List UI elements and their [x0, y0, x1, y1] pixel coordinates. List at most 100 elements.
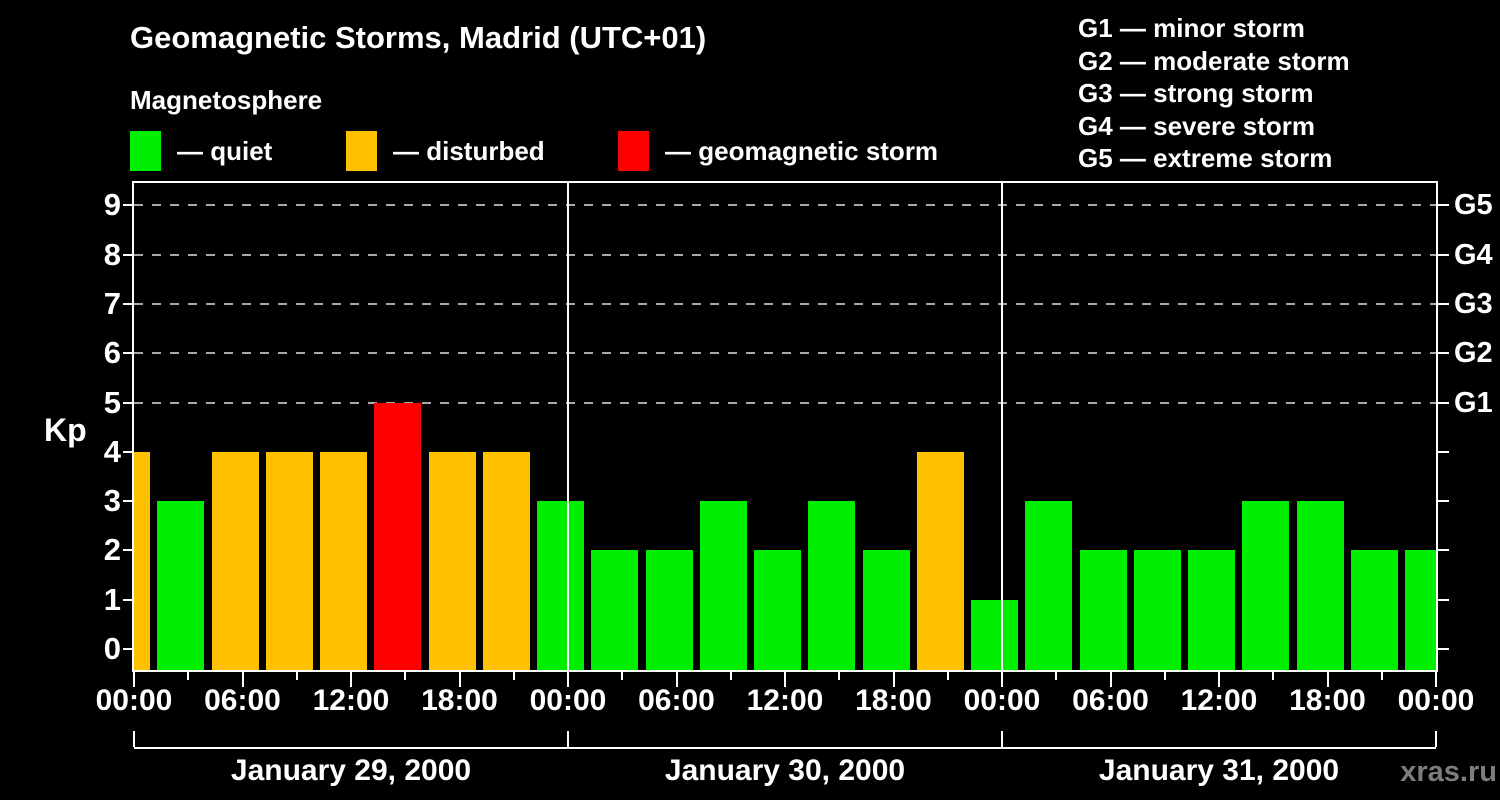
x-axis-time-label: 12:00: [746, 684, 824, 717]
y-axis-tick-right: [1438, 500, 1449, 503]
kp-bar: [428, 451, 476, 670]
g-legend-line-2: G2 — moderate storm: [1078, 45, 1350, 76]
y-axis-tick-right: [1438, 352, 1449, 355]
day-bracket-tick: [567, 731, 569, 747]
x-axis-tick: [729, 672, 732, 680]
y-axis-tick-right: [1438, 648, 1449, 650]
y-axis-label: 1: [103, 581, 121, 617]
x-axis-tick: [295, 672, 298, 680]
y-axis-label: 4: [103, 433, 121, 469]
y-axis-label: 2: [103, 532, 121, 568]
y-axis-tick-left: [123, 204, 134, 207]
g-legend-line-4: G4 — severe storm: [1078, 110, 1316, 141]
x-axis-time-label: 12:00: [312, 684, 390, 717]
kp-bar: [157, 501, 205, 670]
x-axis-tick: [1109, 672, 1112, 687]
y-axis-tick-left: [123, 500, 134, 503]
y-axis-label: 8: [103, 236, 121, 272]
y-axis-tick-left: [123, 450, 134, 453]
g-scale-label-g2: G2: [1454, 337, 1493, 370]
kp-bar: [320, 451, 367, 670]
kp-bar: [591, 550, 639, 670]
g-legend-line-3: G3 — strong storm: [1078, 78, 1314, 108]
gridline-kp-7: [134, 302, 1436, 305]
x-axis-time-label: 18:00: [421, 684, 498, 717]
x-axis-tick: [675, 672, 678, 687]
y-axis-label: 7: [103, 285, 121, 321]
day-label: January 30, 2000: [664, 754, 906, 787]
kp-bar: [916, 451, 964, 670]
kp-bar: [645, 550, 693, 670]
kp-bar: [134, 451, 150, 670]
y-axis-tick-left: [123, 598, 134, 601]
plot-area: [132, 181, 1438, 672]
x-axis-tick: [784, 672, 786, 687]
x-axis-tick: [1380, 672, 1383, 680]
g-scale-label-g3: G3: [1454, 287, 1493, 320]
x-axis-tick: [1001, 672, 1003, 687]
y-axis-tick-right: [1438, 204, 1449, 207]
y-axis-tick-left: [123, 302, 134, 305]
x-axis-time-label: 06:00: [638, 684, 715, 717]
quiet-swatch-icon: [130, 131, 161, 171]
x-axis-time-label: 00:00: [1397, 684, 1475, 717]
kp-bar: [862, 550, 910, 670]
x-axis-time-label: 18:00: [1289, 684, 1366, 717]
y-axis-tick-left: [123, 648, 134, 650]
y-axis-tick-right: [1438, 401, 1449, 404]
y-axis-tick-left: [123, 401, 134, 404]
kp-bar: [537, 501, 584, 670]
x-axis-time-label: 00:00: [529, 684, 607, 717]
x-axis-tick: [1055, 672, 1058, 680]
kp-bar: [699, 501, 747, 670]
g-scale-label-g5: G5: [1454, 189, 1493, 222]
g-scale-label-g1: G1: [1454, 386, 1493, 419]
x-axis-tick: [892, 672, 895, 687]
x-axis-tick: [567, 672, 569, 687]
day-bracket-line: [134, 747, 1436, 749]
g-scale-legend: G1 — minor storm G2 — moderate storm G3 — …: [1078, 12, 1350, 175]
day-boundary-line: [567, 183, 569, 670]
gridline-kp-9: [134, 204, 1436, 207]
kp-bar: [808, 501, 856, 670]
x-axis-time-label: 06:00: [204, 684, 281, 717]
disturbed-swatch-icon: [346, 131, 377, 171]
kp-bar: [1025, 501, 1073, 670]
x-axis-time-label: 00:00: [95, 684, 173, 717]
y-axis-tick-left: [123, 549, 134, 552]
kp-bar: [211, 451, 259, 670]
y-axis-tick-right: [1438, 302, 1449, 305]
x-axis-tick: [946, 672, 949, 680]
chart-title: Geomagnetic Storms, Madrid (UTC+01): [130, 20, 707, 55]
day-boundary-line: [1001, 183, 1003, 670]
x-axis-tick: [838, 672, 841, 680]
kp-bar: [1133, 550, 1181, 670]
y-axis-title: Kp: [44, 412, 87, 448]
y-axis-tick-right: [1438, 253, 1449, 256]
x-axis-tick: [458, 672, 461, 687]
kp-bar: [1350, 550, 1398, 670]
g-scale-label-g4: G4: [1454, 238, 1493, 271]
x-axis-tick: [187, 672, 190, 680]
day-bracket-tick: [133, 731, 135, 747]
kp-bar: [1242, 501, 1290, 670]
storm-swatch-icon: [618, 131, 649, 171]
kp-bar: [1079, 550, 1127, 670]
x-axis-tick: [1163, 672, 1166, 680]
x-axis-tick: [621, 672, 624, 680]
y-axis-tick-left: [123, 253, 134, 256]
y-axis-label: 6: [103, 335, 121, 371]
gridline-kp-8: [134, 253, 1436, 256]
watermark: xras.ru: [1400, 756, 1497, 788]
day-bracket-tick: [1435, 731, 1437, 747]
kp-bar: [265, 451, 313, 670]
x-axis-time-label: 18:00: [855, 684, 932, 717]
legend-label-disturbed: — disturbed: [393, 136, 545, 166]
x-axis-tick: [1435, 672, 1437, 687]
g-legend-line-5: G5 — extreme storm: [1078, 143, 1333, 173]
x-axis-time-label: 12:00: [1180, 684, 1258, 717]
x-axis-tick: [1272, 672, 1275, 680]
kp-bar: [1188, 550, 1235, 670]
kp-bar: [754, 550, 801, 670]
